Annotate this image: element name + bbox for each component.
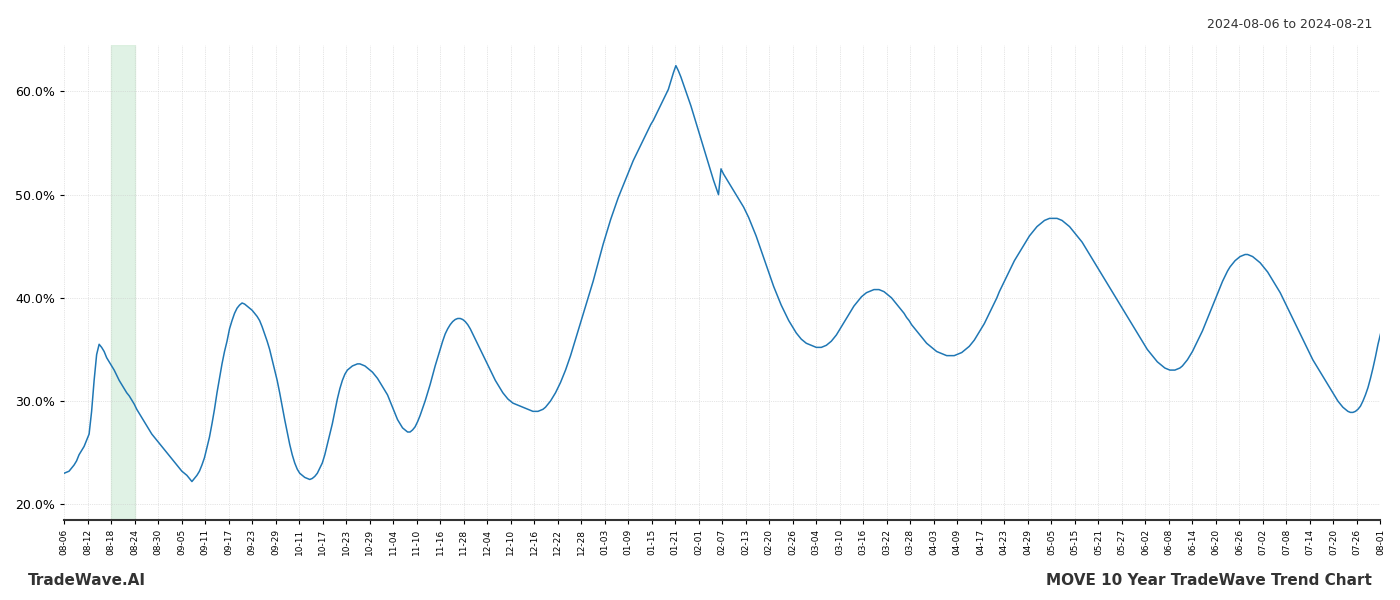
- Text: TradeWave.AI: TradeWave.AI: [28, 573, 146, 588]
- Text: 2024-08-06 to 2024-08-21: 2024-08-06 to 2024-08-21: [1207, 18, 1372, 31]
- Bar: [111, 45, 134, 520]
- Text: MOVE 10 Year TradeWave Trend Chart: MOVE 10 Year TradeWave Trend Chart: [1046, 573, 1372, 588]
